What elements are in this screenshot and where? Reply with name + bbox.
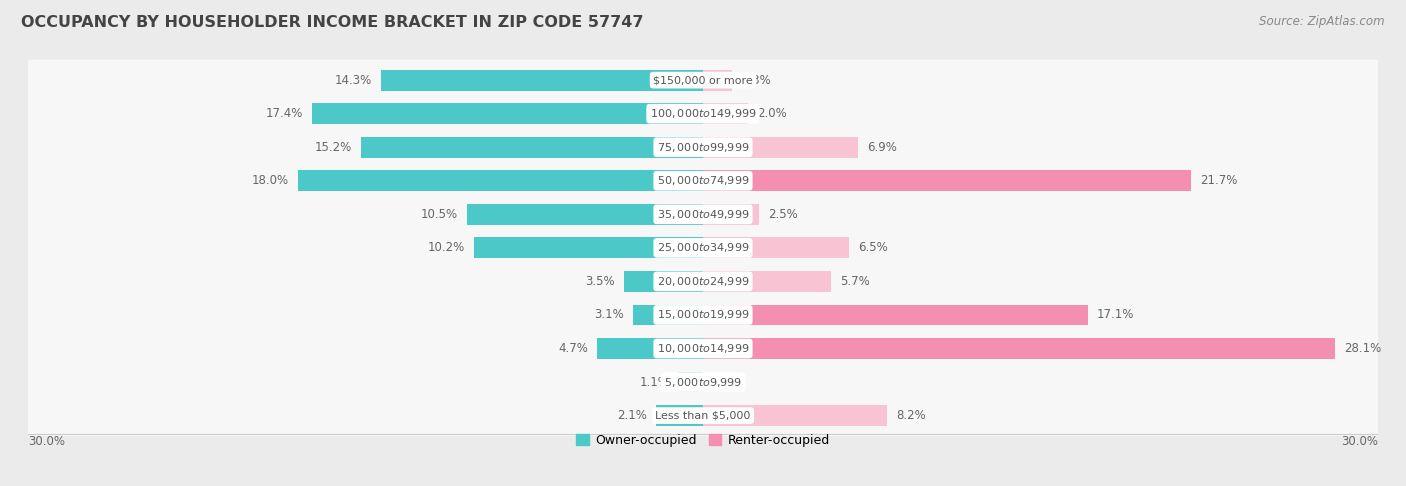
Bar bbox=[703, 137, 858, 157]
FancyBboxPatch shape bbox=[25, 261, 1381, 302]
Text: $50,000 to $74,999: $50,000 to $74,999 bbox=[657, 174, 749, 187]
Text: 0.0%: 0.0% bbox=[711, 376, 741, 388]
Text: OCCUPANCY BY HOUSEHOLDER INCOME BRACKET IN ZIP CODE 57747: OCCUPANCY BY HOUSEHOLDER INCOME BRACKET … bbox=[21, 15, 644, 30]
Bar bbox=[467, 204, 703, 225]
Text: 21.7%: 21.7% bbox=[1201, 174, 1237, 187]
Bar bbox=[703, 238, 849, 258]
Bar bbox=[703, 405, 887, 426]
Legend: Owner-occupied, Renter-occupied: Owner-occupied, Renter-occupied bbox=[571, 429, 835, 452]
Text: 4.7%: 4.7% bbox=[558, 342, 588, 355]
Text: $75,000 to $99,999: $75,000 to $99,999 bbox=[657, 141, 749, 154]
Text: $150,000 or more: $150,000 or more bbox=[654, 75, 752, 85]
Text: 28.1%: 28.1% bbox=[1344, 342, 1381, 355]
Bar bbox=[474, 238, 703, 258]
Text: 3.1%: 3.1% bbox=[595, 309, 624, 321]
Bar bbox=[655, 405, 703, 426]
Bar bbox=[624, 271, 703, 292]
Bar bbox=[381, 69, 703, 90]
Text: 8.2%: 8.2% bbox=[897, 409, 927, 422]
FancyBboxPatch shape bbox=[25, 60, 1381, 101]
FancyBboxPatch shape bbox=[25, 328, 1381, 369]
Text: 5.7%: 5.7% bbox=[841, 275, 870, 288]
Text: 15.2%: 15.2% bbox=[315, 141, 352, 154]
Bar bbox=[703, 69, 733, 90]
FancyBboxPatch shape bbox=[25, 93, 1381, 134]
Text: 30.0%: 30.0% bbox=[1341, 435, 1378, 448]
Text: 14.3%: 14.3% bbox=[335, 73, 373, 87]
Text: 17.4%: 17.4% bbox=[266, 107, 302, 120]
Bar bbox=[678, 372, 703, 393]
Text: 17.1%: 17.1% bbox=[1097, 309, 1135, 321]
Text: 10.2%: 10.2% bbox=[427, 242, 464, 254]
FancyBboxPatch shape bbox=[25, 362, 1381, 402]
Bar bbox=[703, 338, 1336, 359]
FancyBboxPatch shape bbox=[25, 227, 1381, 268]
Text: $5,000 to $9,999: $5,000 to $9,999 bbox=[664, 376, 742, 388]
Text: $10,000 to $14,999: $10,000 to $14,999 bbox=[657, 342, 749, 355]
Text: $100,000 to $149,999: $100,000 to $149,999 bbox=[650, 107, 756, 120]
Text: $15,000 to $19,999: $15,000 to $19,999 bbox=[657, 309, 749, 321]
Bar bbox=[361, 137, 703, 157]
Bar bbox=[703, 271, 831, 292]
Text: Source: ZipAtlas.com: Source: ZipAtlas.com bbox=[1260, 15, 1385, 28]
Bar bbox=[703, 171, 1191, 191]
Bar bbox=[298, 171, 703, 191]
FancyBboxPatch shape bbox=[25, 395, 1381, 436]
Text: 2.0%: 2.0% bbox=[756, 107, 787, 120]
Text: 10.5%: 10.5% bbox=[420, 208, 458, 221]
Text: 1.3%: 1.3% bbox=[741, 73, 770, 87]
Text: $20,000 to $24,999: $20,000 to $24,999 bbox=[657, 275, 749, 288]
Text: 6.9%: 6.9% bbox=[868, 141, 897, 154]
Text: 18.0%: 18.0% bbox=[252, 174, 290, 187]
Text: 3.5%: 3.5% bbox=[586, 275, 616, 288]
Text: Less than $5,000: Less than $5,000 bbox=[655, 411, 751, 420]
Text: 6.5%: 6.5% bbox=[858, 242, 889, 254]
Bar bbox=[633, 305, 703, 325]
Text: 30.0%: 30.0% bbox=[28, 435, 65, 448]
Text: $35,000 to $49,999: $35,000 to $49,999 bbox=[657, 208, 749, 221]
FancyBboxPatch shape bbox=[25, 160, 1381, 201]
Bar bbox=[703, 305, 1088, 325]
Bar bbox=[703, 204, 759, 225]
Bar bbox=[703, 103, 748, 124]
Bar bbox=[312, 103, 703, 124]
Bar bbox=[598, 338, 703, 359]
FancyBboxPatch shape bbox=[25, 295, 1381, 335]
Text: 2.5%: 2.5% bbox=[768, 208, 799, 221]
FancyBboxPatch shape bbox=[25, 194, 1381, 235]
Text: 1.1%: 1.1% bbox=[640, 376, 669, 388]
Text: $25,000 to $34,999: $25,000 to $34,999 bbox=[657, 242, 749, 254]
FancyBboxPatch shape bbox=[25, 127, 1381, 168]
Text: 2.1%: 2.1% bbox=[617, 409, 647, 422]
